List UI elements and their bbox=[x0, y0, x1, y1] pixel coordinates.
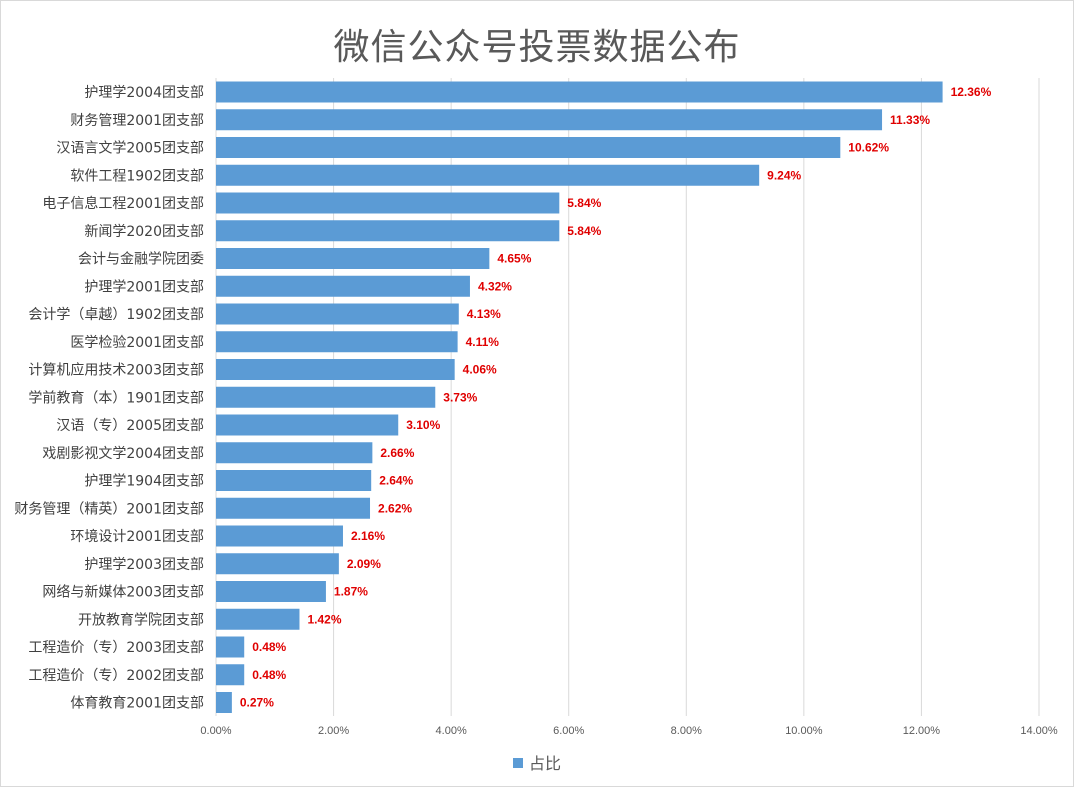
bar bbox=[216, 137, 841, 158]
category-label: 网络与新媒体2003团支部 bbox=[42, 585, 204, 601]
category-label: 护理学2004团支部 bbox=[84, 85, 204, 101]
category-label: 汉语（专）2005团支部 bbox=[56, 418, 204, 434]
bar bbox=[216, 164, 760, 186]
bar bbox=[216, 525, 343, 547]
legend: 占比 bbox=[0, 750, 1074, 774]
x-tick-label: 6.00% bbox=[553, 725, 584, 737]
data-label: 2.64% bbox=[379, 474, 413, 488]
data-label: 10.62% bbox=[848, 141, 889, 155]
x-tick-label: 10.00% bbox=[785, 725, 823, 737]
bar bbox=[216, 386, 436, 408]
bars bbox=[216, 81, 943, 713]
data-label: 12.36% bbox=[951, 85, 992, 99]
category-label: 学前教育（本）1901团支部 bbox=[28, 389, 204, 406]
category-label: 护理学2001团支部 bbox=[84, 279, 204, 295]
category-label: 护理学2003团支部 bbox=[84, 557, 204, 573]
category-label: 戏剧影视文学2004团支部 bbox=[42, 446, 204, 462]
bar bbox=[216, 303, 459, 325]
data-label: 4.32% bbox=[478, 279, 512, 293]
bar bbox=[216, 497, 371, 519]
x-tick-label: 2.00% bbox=[318, 725, 349, 737]
category-label: 体育教育2001团支部 bbox=[70, 696, 204, 712]
x-axis-ticks: 0.00% 2.00% 4.00% 6.00% 8.00% 10.00% 12.00% 14.… bbox=[200, 725, 1057, 737]
bar bbox=[216, 636, 245, 658]
data-label: 2.16% bbox=[351, 529, 385, 543]
bar bbox=[216, 664, 245, 686]
category-label: 护理学1904团支部 bbox=[84, 474, 204, 490]
legend-swatch bbox=[512, 757, 523, 768]
data-label: 2.09% bbox=[347, 557, 381, 571]
data-label: 0.48% bbox=[252, 668, 286, 682]
x-tick-label: 8.00% bbox=[671, 725, 702, 737]
bar bbox=[216, 442, 373, 464]
bar bbox=[216, 248, 490, 269]
data-label: 0.27% bbox=[240, 696, 274, 710]
category-label: 财务管理（精英）2001团支部 bbox=[14, 500, 204, 517]
category-label: 计算机应用技术2003团支部 bbox=[28, 362, 204, 379]
bar bbox=[216, 414, 399, 436]
x-tick-label: 12.00% bbox=[903, 725, 941, 737]
chart-title: 微信公众号投票数据公布 bbox=[333, 27, 741, 68]
bar bbox=[216, 331, 458, 353]
category-label: 财务管理2001团支部 bbox=[70, 113, 204, 129]
data-label: 3.10% bbox=[406, 418, 440, 432]
bar bbox=[216, 692, 232, 713]
bar bbox=[216, 553, 339, 575]
category-label: 工程造价（专）2002团支部 bbox=[28, 668, 204, 684]
data-label: 0.48% bbox=[252, 640, 286, 654]
bar bbox=[216, 359, 455, 380]
category-label: 软件工程1902团支部 bbox=[70, 168, 204, 184]
category-label: 环境设计2001团支部 bbox=[70, 529, 204, 545]
data-label: 9.24% bbox=[767, 168, 801, 182]
data-label: 1.42% bbox=[307, 612, 341, 626]
bar bbox=[216, 109, 883, 131]
data-label: 1.87% bbox=[334, 585, 368, 599]
x-tick-label: 0.00% bbox=[200, 725, 231, 737]
legend-label: 占比 bbox=[528, 754, 561, 773]
category-label: 新闻学2020团支部 bbox=[84, 224, 204, 240]
data-label: 3.73% bbox=[443, 390, 477, 404]
category-label: 开放教育学院团支部 bbox=[78, 612, 204, 628]
category-label: 会计与金融学院团委 bbox=[78, 252, 204, 268]
category-label: 汉语言文学2005团支部 bbox=[56, 141, 204, 157]
data-label: 4.13% bbox=[467, 307, 501, 321]
bar bbox=[216, 81, 943, 103]
data-label: 4.65% bbox=[497, 252, 531, 266]
bar bbox=[216, 192, 560, 214]
bar bbox=[216, 275, 470, 297]
data-label: 4.06% bbox=[463, 363, 497, 377]
x-tick-label: 14.00% bbox=[1020, 725, 1058, 737]
bar bbox=[216, 220, 560, 242]
data-labels: 12.36% 11.33%10.62% 9.24% 5.84% 5.84% 4.65% 4.… bbox=[240, 85, 992, 710]
data-label: 5.84% bbox=[567, 196, 601, 210]
data-label: 2.66% bbox=[380, 446, 414, 460]
category-label: 电子信息工程2001团支部 bbox=[42, 195, 204, 212]
data-label: 4.11% bbox=[466, 335, 500, 349]
bar bbox=[216, 470, 372, 491]
category-label: 会计学（卓越）1902团支部 bbox=[28, 307, 204, 323]
x-tick-label: 4.00% bbox=[436, 725, 467, 737]
category-label: 工程造价（专）2003团支部 bbox=[28, 640, 204, 656]
data-label: 5.84% bbox=[567, 224, 601, 238]
data-label: 11.33% bbox=[890, 113, 930, 127]
bar bbox=[216, 608, 300, 630]
data-label: 2.62% bbox=[378, 501, 412, 515]
bar bbox=[216, 581, 326, 602]
category-label: 医学检验2001团支部 bbox=[70, 335, 204, 351]
category-labels: 护理学2004团支部财务管理2001团支部汉语言文学2005团支部软件工程190… bbox=[14, 85, 204, 712]
